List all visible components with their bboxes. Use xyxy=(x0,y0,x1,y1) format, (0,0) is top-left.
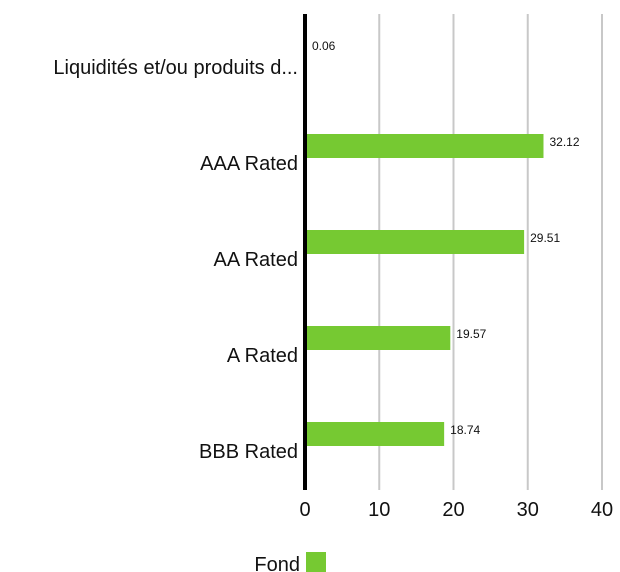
bar xyxy=(305,326,450,350)
bar xyxy=(305,230,524,254)
category-labels: Liquidités et/ou produits d... AAA Rated A… xyxy=(53,57,298,463)
data-label: 32.12 xyxy=(549,135,579,149)
x-tick-label: 10 xyxy=(368,499,390,521)
legend-label-fond: Fond xyxy=(254,554,300,572)
data-label: 29.51 xyxy=(530,231,560,245)
x-tick-labels: 0 10 20 30 40 xyxy=(299,499,613,521)
category-label: AAA Rated xyxy=(200,153,298,175)
x-tick-label: 20 xyxy=(442,499,464,521)
category-label: AA Rated xyxy=(213,249,298,271)
category-label: A Rated xyxy=(227,345,298,367)
bar xyxy=(305,134,543,158)
x-tick-label: 0 xyxy=(299,499,310,521)
data-label: 19.57 xyxy=(456,327,486,341)
x-tick-label: 30 xyxy=(517,499,539,521)
legend: Fond xyxy=(254,552,326,572)
legend-swatch-fond xyxy=(306,552,326,572)
bars xyxy=(305,38,543,446)
bar xyxy=(305,422,444,446)
x-tick-label: 40 xyxy=(591,499,613,521)
category-label: BBB Rated xyxy=(199,441,298,463)
data-label: 0.06 xyxy=(312,39,336,53)
data-label: 18.74 xyxy=(450,423,480,437)
category-label: Liquidités et/ou produits d... xyxy=(53,57,298,79)
